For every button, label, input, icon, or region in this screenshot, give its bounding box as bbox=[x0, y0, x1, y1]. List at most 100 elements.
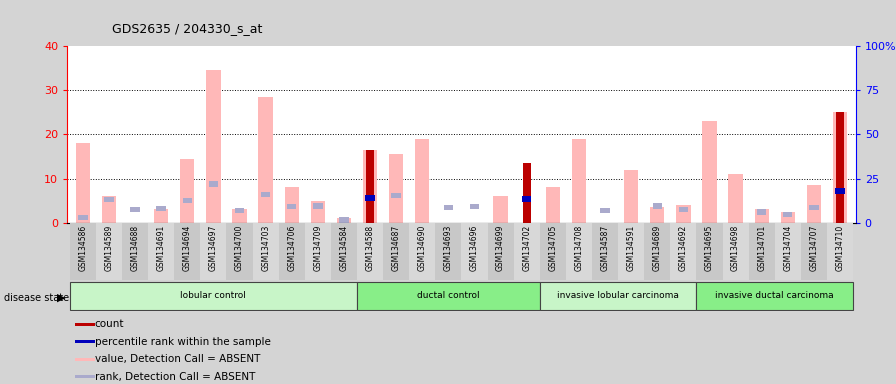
Text: GDS2635 / 204330_s_at: GDS2635 / 204330_s_at bbox=[112, 22, 263, 35]
Bar bbox=[357, 223, 383, 280]
Text: percentile rank within the sample: percentile rank within the sample bbox=[95, 337, 271, 347]
Bar bbox=[366, 195, 375, 200]
Text: lobular control: lobular control bbox=[180, 291, 246, 300]
Bar bbox=[644, 223, 670, 280]
Bar bbox=[363, 150, 377, 223]
Text: GSM134696: GSM134696 bbox=[470, 224, 479, 271]
Text: GSM134710: GSM134710 bbox=[835, 224, 845, 271]
Bar bbox=[566, 223, 592, 280]
Bar bbox=[754, 210, 769, 223]
Bar bbox=[183, 198, 192, 203]
Bar bbox=[75, 323, 95, 326]
Bar bbox=[157, 206, 166, 211]
Text: GSM134587: GSM134587 bbox=[600, 224, 609, 271]
Text: GSM134586: GSM134586 bbox=[78, 224, 88, 271]
Text: GSM134701: GSM134701 bbox=[757, 224, 766, 271]
Bar bbox=[131, 207, 140, 212]
Text: GSM134589: GSM134589 bbox=[105, 224, 114, 271]
Bar bbox=[357, 282, 539, 310]
Bar bbox=[470, 204, 479, 210]
Bar bbox=[313, 203, 323, 209]
Bar bbox=[678, 207, 688, 212]
Text: GSM134694: GSM134694 bbox=[183, 224, 192, 271]
Bar bbox=[801, 223, 827, 280]
Bar bbox=[572, 139, 586, 223]
Text: GSM134591: GSM134591 bbox=[626, 224, 635, 271]
Bar bbox=[494, 196, 508, 223]
Bar bbox=[209, 181, 218, 187]
Text: GSM134693: GSM134693 bbox=[444, 224, 452, 271]
Text: disease state: disease state bbox=[4, 293, 70, 303]
Text: GSM134703: GSM134703 bbox=[261, 224, 270, 271]
Bar bbox=[513, 223, 539, 280]
Bar bbox=[235, 208, 245, 213]
Bar bbox=[122, 223, 148, 280]
Bar bbox=[287, 204, 297, 210]
Text: GSM134698: GSM134698 bbox=[731, 224, 740, 271]
Bar bbox=[232, 210, 246, 223]
Bar bbox=[340, 217, 349, 223]
Bar bbox=[487, 223, 513, 280]
Text: GSM134695: GSM134695 bbox=[705, 224, 714, 271]
Bar bbox=[809, 205, 819, 210]
Bar bbox=[75, 358, 95, 361]
Bar bbox=[522, 163, 530, 223]
Bar bbox=[546, 187, 560, 223]
Bar bbox=[775, 223, 801, 280]
Text: GSM134706: GSM134706 bbox=[288, 224, 297, 271]
Text: GSM134697: GSM134697 bbox=[209, 224, 218, 271]
Text: GSM134688: GSM134688 bbox=[131, 224, 140, 271]
Bar bbox=[366, 150, 374, 223]
Text: value, Detection Call = ABSENT: value, Detection Call = ABSENT bbox=[95, 354, 260, 364]
Bar bbox=[392, 193, 401, 198]
Bar bbox=[148, 223, 174, 280]
Bar bbox=[261, 192, 271, 197]
Bar bbox=[722, 223, 749, 280]
Bar bbox=[461, 223, 487, 280]
Bar bbox=[366, 195, 375, 200]
Bar bbox=[618, 223, 644, 280]
Bar bbox=[415, 139, 429, 223]
Text: rank, Detection Call = ABSENT: rank, Detection Call = ABSENT bbox=[95, 372, 255, 382]
Bar bbox=[539, 282, 696, 310]
Bar bbox=[835, 188, 845, 194]
Text: GSM134700: GSM134700 bbox=[235, 224, 244, 271]
Bar bbox=[522, 196, 531, 202]
Bar bbox=[600, 208, 610, 213]
Text: GSM134692: GSM134692 bbox=[679, 224, 688, 271]
Bar bbox=[70, 223, 96, 280]
Bar bbox=[75, 340, 95, 343]
Bar bbox=[279, 223, 305, 280]
Bar bbox=[444, 205, 453, 210]
Text: GSM134708: GSM134708 bbox=[574, 224, 583, 271]
Bar bbox=[522, 196, 531, 202]
Bar bbox=[201, 223, 227, 280]
Bar bbox=[337, 218, 351, 223]
Bar bbox=[749, 223, 775, 280]
Bar bbox=[780, 212, 795, 223]
Bar bbox=[728, 174, 743, 223]
Bar bbox=[676, 205, 691, 223]
Bar bbox=[285, 187, 299, 223]
Bar bbox=[670, 223, 696, 280]
Bar bbox=[154, 210, 168, 223]
Bar bbox=[696, 282, 853, 310]
Bar bbox=[383, 223, 409, 280]
Bar bbox=[102, 196, 116, 223]
Bar bbox=[833, 112, 848, 223]
Bar bbox=[624, 170, 638, 223]
Bar bbox=[757, 210, 766, 215]
Bar bbox=[783, 212, 792, 217]
Bar bbox=[311, 200, 325, 223]
Text: GSM134709: GSM134709 bbox=[314, 224, 323, 271]
Bar bbox=[227, 223, 253, 280]
Bar bbox=[78, 215, 88, 220]
Bar bbox=[180, 159, 194, 223]
Bar bbox=[806, 185, 821, 223]
Bar bbox=[835, 188, 845, 194]
Text: GSM134702: GSM134702 bbox=[522, 224, 531, 271]
Bar bbox=[652, 203, 662, 209]
Bar bbox=[827, 223, 853, 280]
Bar bbox=[702, 121, 717, 223]
Text: GSM134584: GSM134584 bbox=[340, 224, 349, 271]
